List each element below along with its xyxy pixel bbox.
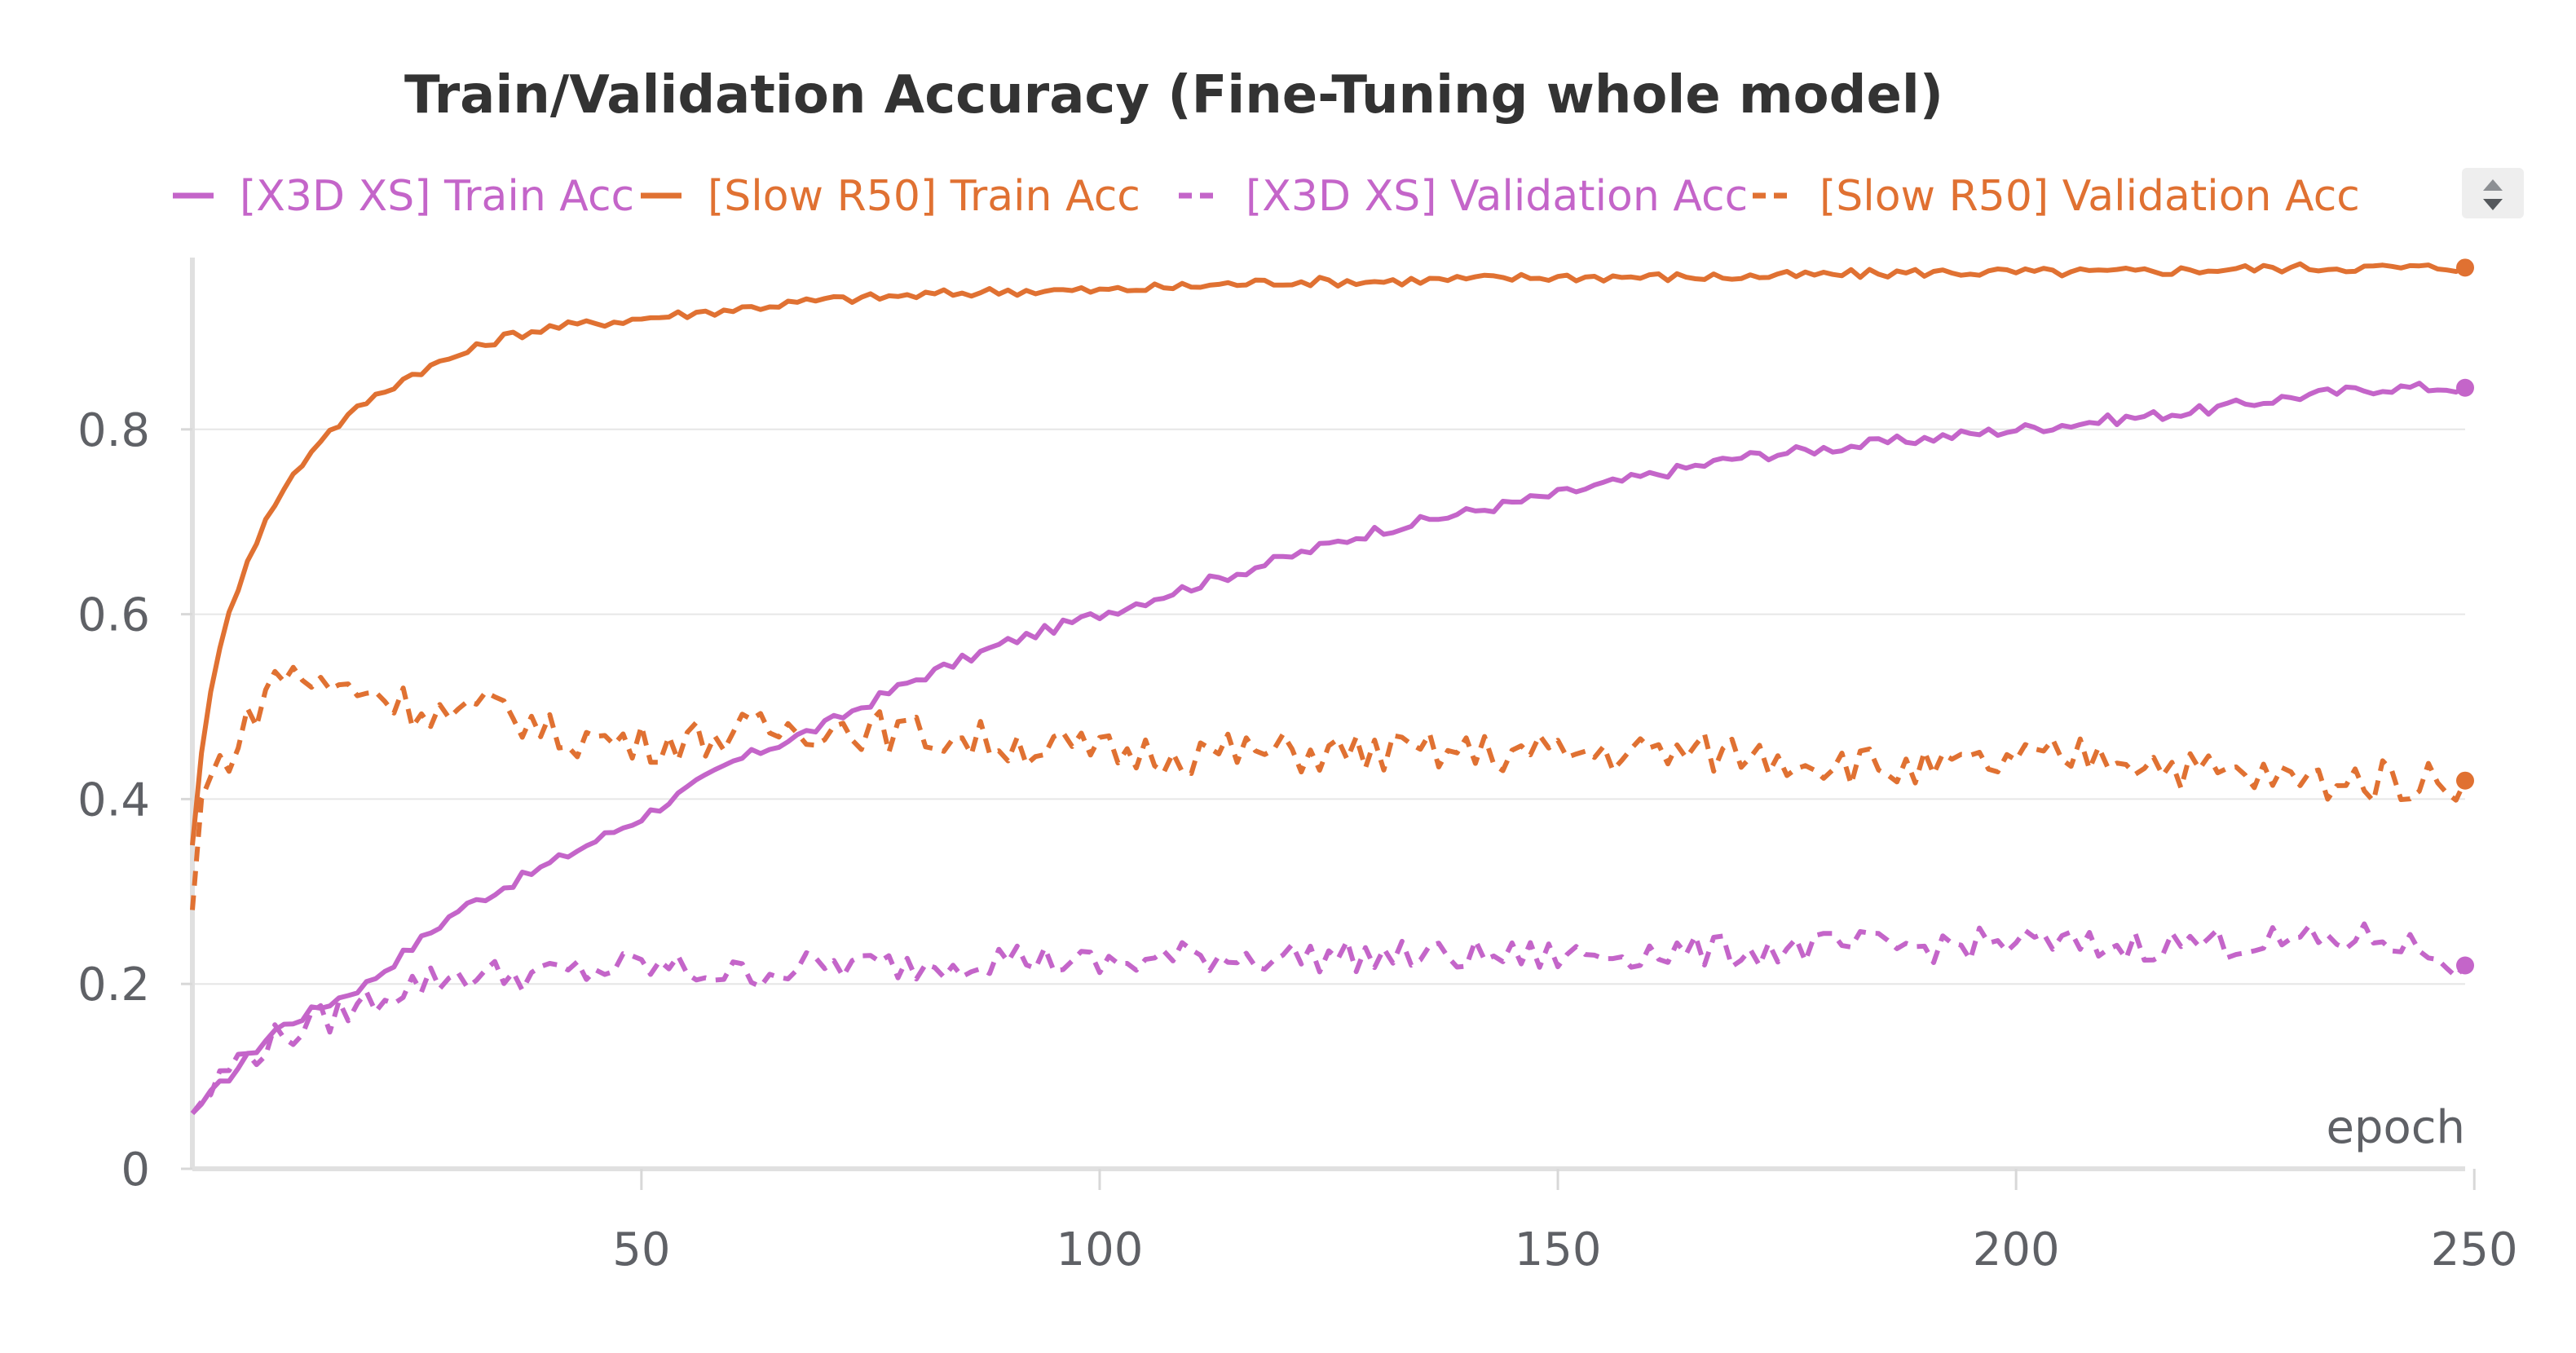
y-axis-ticks: 0 0.2 0.4 0.6 0.8 xyxy=(77,404,192,1197)
legend: [X3D XS] Train Acc [Slow R50] Train Acc [X… xyxy=(173,172,2360,221)
series-endpoint-2 xyxy=(2456,956,2474,975)
chevron-down-icon[interactable] xyxy=(2483,199,2503,210)
series-endpoint-3 xyxy=(2456,771,2474,790)
x-axis-ticks: 50 100 150 200 250 xyxy=(612,1169,2518,1276)
legend-label-0: [X3D XS] Train Acc xyxy=(240,172,634,221)
series-line-2 xyxy=(190,921,2468,1115)
chart-title: Train/Validation Accuracy (Fine-Tuning w… xyxy=(404,65,1943,126)
series-lines xyxy=(190,261,2468,1116)
x-tick-label: 50 xyxy=(612,1223,670,1276)
chevron-up-icon[interactable] xyxy=(2483,179,2503,191)
y-tick-label: 0.8 xyxy=(77,404,150,457)
axes xyxy=(190,258,2465,1171)
series-endpoints xyxy=(2456,258,2474,975)
series-line-1 xyxy=(190,261,2467,846)
y-tick-label: 0 xyxy=(121,1144,150,1197)
y-tick-label: 0.6 xyxy=(77,589,150,642)
legend-label-3: [Slow R50] Validation Acc xyxy=(1820,172,2360,221)
series-endpoint-1 xyxy=(2456,258,2474,277)
y-tick-label: 0.4 xyxy=(77,773,150,826)
x-tick-label: 200 xyxy=(1973,1223,2060,1276)
y-tick-label: 0.2 xyxy=(77,959,150,1011)
legend-scroll-control[interactable] xyxy=(2462,168,2524,218)
x-tick-label: 150 xyxy=(1515,1223,1602,1276)
legend-label-2: [X3D XS] Validation Acc xyxy=(1246,172,1748,221)
series-endpoint-0 xyxy=(2456,378,2474,397)
x-axis-label: epoch xyxy=(2326,1101,2465,1154)
legend-scroll-button-background[interactable] xyxy=(2462,168,2524,218)
grid-lines xyxy=(192,428,2465,985)
x-tick-label: 250 xyxy=(2431,1223,2518,1276)
series-line-3 xyxy=(190,664,2468,910)
legend-label-1: [Slow R50] Train Acc xyxy=(708,172,1140,221)
x-tick-label: 100 xyxy=(1056,1223,1144,1276)
series-line-0 xyxy=(190,381,2467,1116)
